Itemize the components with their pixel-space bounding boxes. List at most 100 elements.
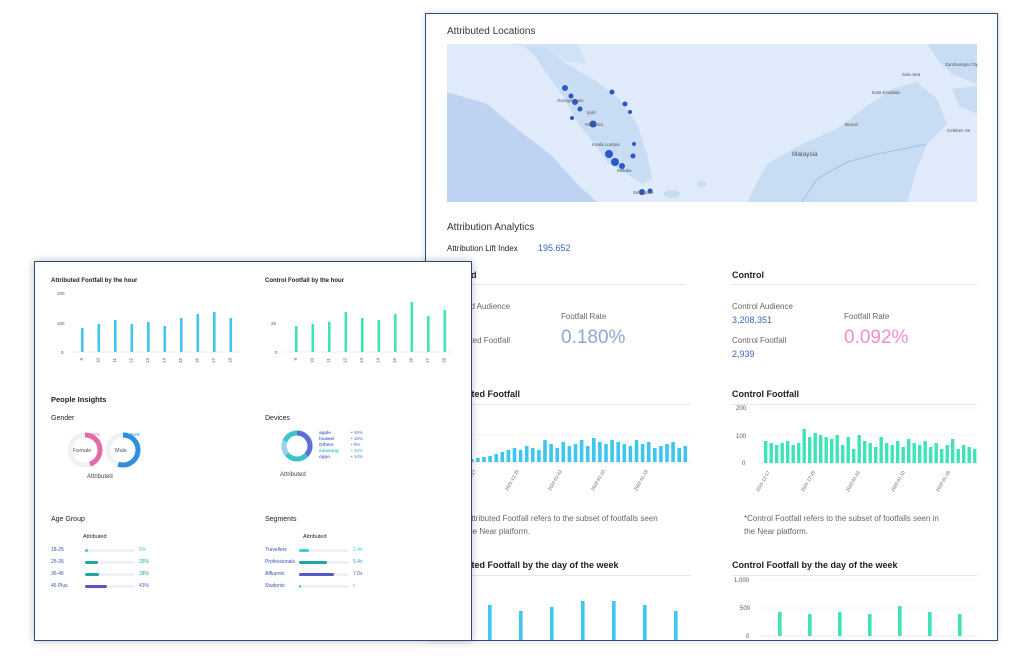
age-row: 25-35 25% <box>51 556 149 568</box>
device-legend-item: apple • 26% <box>319 430 363 436</box>
ctrl-hour-bar <box>443 310 447 352</box>
control-footfall-chart: 200 100 0 2021-12-17 2021-12-25 2022-01-02… <box>736 406 977 493</box>
ctrl-hour-x-tick: 13 <box>359 358 364 364</box>
age-group-list: 18-25 5% 25-35 25% 36-45 28% 45 Plus 43% <box>51 544 149 592</box>
ctrl-hour-bar <box>295 326 298 352</box>
age-row-label: 18-25 <box>51 547 64 553</box>
attr-hour-bar <box>130 324 134 352</box>
attribution-analytics-title: Attribution Analytics <box>447 222 535 233</box>
control-daily-bar <box>835 435 839 463</box>
female-donut-arc <box>67 432 103 468</box>
segment-row-bar <box>299 548 349 552</box>
control-daily-bar <box>813 433 817 463</box>
segments-title: Segments <box>265 516 297 523</box>
control-daily-bar <box>896 441 900 463</box>
control-daily-bar <box>934 443 938 463</box>
ctrl-hour-bar <box>311 324 315 352</box>
control-daily-x-tick: 2022-01-10 <box>890 470 906 493</box>
control-daily-bar <box>929 447 933 463</box>
age-row-bar <box>85 548 135 552</box>
attr-hour-bar <box>180 318 183 352</box>
attributed-daily-bar <box>476 458 480 462</box>
attr-hour-bar <box>147 322 150 352</box>
people-insights-title: People Insights <box>51 395 107 404</box>
attributed-daily-bar <box>671 442 675 462</box>
ctrl-hour-y-25: 25 <box>271 321 277 326</box>
device-legend-item: Others • 9% <box>319 442 363 448</box>
control-daily-bar <box>885 443 889 463</box>
attributed-dow-bar <box>550 607 554 640</box>
age-row-bar <box>85 584 135 588</box>
attributed-daily-bar <box>500 452 505 462</box>
people-insights-panel: Attributed Footfall by the hour Control … <box>34 261 472 641</box>
control-rate-label: Footfall Rate <box>844 312 890 321</box>
attributed-rate-label: Footfall Rate <box>561 312 607 321</box>
control-daily-bar <box>846 437 850 463</box>
attributed-daily-bar <box>518 450 523 462</box>
control-daily-bar <box>967 447 971 463</box>
attr-hour-bar <box>163 326 167 352</box>
attributed-dow-title: uted Footfall by the day of the week <box>466 560 619 570</box>
age-group-title: Age Group <box>51 516 85 523</box>
ctrl-hour-x-tick: 12 <box>343 358 348 364</box>
female-label: Female <box>73 448 91 454</box>
male-label: Male <box>115 448 127 454</box>
control-daily-bar <box>786 441 790 463</box>
attribution-report-panel: Attributed Locations Malaysia Kuala Lump… <box>425 13 998 641</box>
ctrl-hour-bar <box>328 322 331 352</box>
attributed-dow-bar <box>612 601 616 640</box>
attr-hour-chart: 200 100 0 9 10 11 12 13 14 15 16 17 18 <box>57 291 239 364</box>
control-daily-x-tick: 2022-01-18 <box>935 470 951 493</box>
attributed-daily-bar <box>561 442 566 462</box>
map-label-malaysia-borneo: Malaysia <box>792 151 818 158</box>
segment-row: Students x <box>265 580 362 592</box>
control-header: Control <box>732 270 764 280</box>
control-footfall-value: 2,939 <box>732 349 755 359</box>
segment-row-bar <box>299 584 349 588</box>
device-pct: • 26% <box>351 430 363 435</box>
segment-row-bar <box>299 560 349 564</box>
segment-row-label: Travellers <box>265 547 287 553</box>
gender-title: Gender <box>51 415 75 422</box>
attr-hour-title: Attributed Footfall by the hour <box>51 278 138 284</box>
attributed-footfall-note-1: Attributed Footfall refers to the subset… <box>466 514 658 523</box>
attributed-daily-bar <box>628 446 633 462</box>
attributed-locations-title: Attributed Locations <box>447 26 536 37</box>
attr-hour-bar <box>114 320 117 352</box>
age-row: 36-45 28% <box>51 568 149 580</box>
attributed-daily-bar <box>634 440 639 462</box>
control-daily-bar <box>769 443 773 463</box>
attributed-dow-bar <box>643 605 647 640</box>
control-daily-bar <box>973 449 977 463</box>
segment-row: Travellers 2.4x <box>265 544 362 556</box>
device-name: samsung <box>319 448 339 453</box>
control-footfall-label: Control Footfall <box>732 336 787 345</box>
ctrl-hour-x-tick: 9 <box>293 358 298 361</box>
control-daily-bar <box>797 443 801 463</box>
control-dow-bar <box>808 614 812 636</box>
attr-hour-y-100: 100 <box>57 321 65 326</box>
ctrl-hour-bar <box>377 320 381 352</box>
device-pct: • 14% <box>351 454 363 459</box>
attributed-daily-bar <box>524 446 529 462</box>
device-legend-item: huawei • 18% <box>319 436 363 442</box>
attributed-daily-bar <box>494 454 498 462</box>
attributed-footfall-note-2: the Near platform. <box>466 527 531 536</box>
devices-donut-arc <box>281 430 313 462</box>
ctrl-hour-x-tick: 10 <box>310 358 315 364</box>
control-daily-bar <box>956 449 960 463</box>
control-footfall-note-1: *Control Footfall refers to the subset o… <box>744 514 939 523</box>
device-name: huawei <box>319 436 335 441</box>
attr-hour-y-0: 0 <box>61 350 64 355</box>
gender-caption: Attributed <box>87 474 113 480</box>
attribution-lift-value: 195.652 <box>538 243 571 253</box>
segment-row-label: Students <box>265 583 285 589</box>
attributed-locations-map[interactable]: Malaysia Kuala Lumpur Singapore George T… <box>447 44 979 203</box>
attributed-dow-bar <box>519 611 523 640</box>
ctrl-hour-x-tick: 14 <box>376 358 381 364</box>
control-daily-bar <box>912 443 916 463</box>
attr-hour-x-tick: 13 <box>145 358 150 364</box>
attributed-daily-bar <box>555 448 559 462</box>
control-daily-bar <box>951 439 955 463</box>
control-dow-bar <box>898 606 902 636</box>
